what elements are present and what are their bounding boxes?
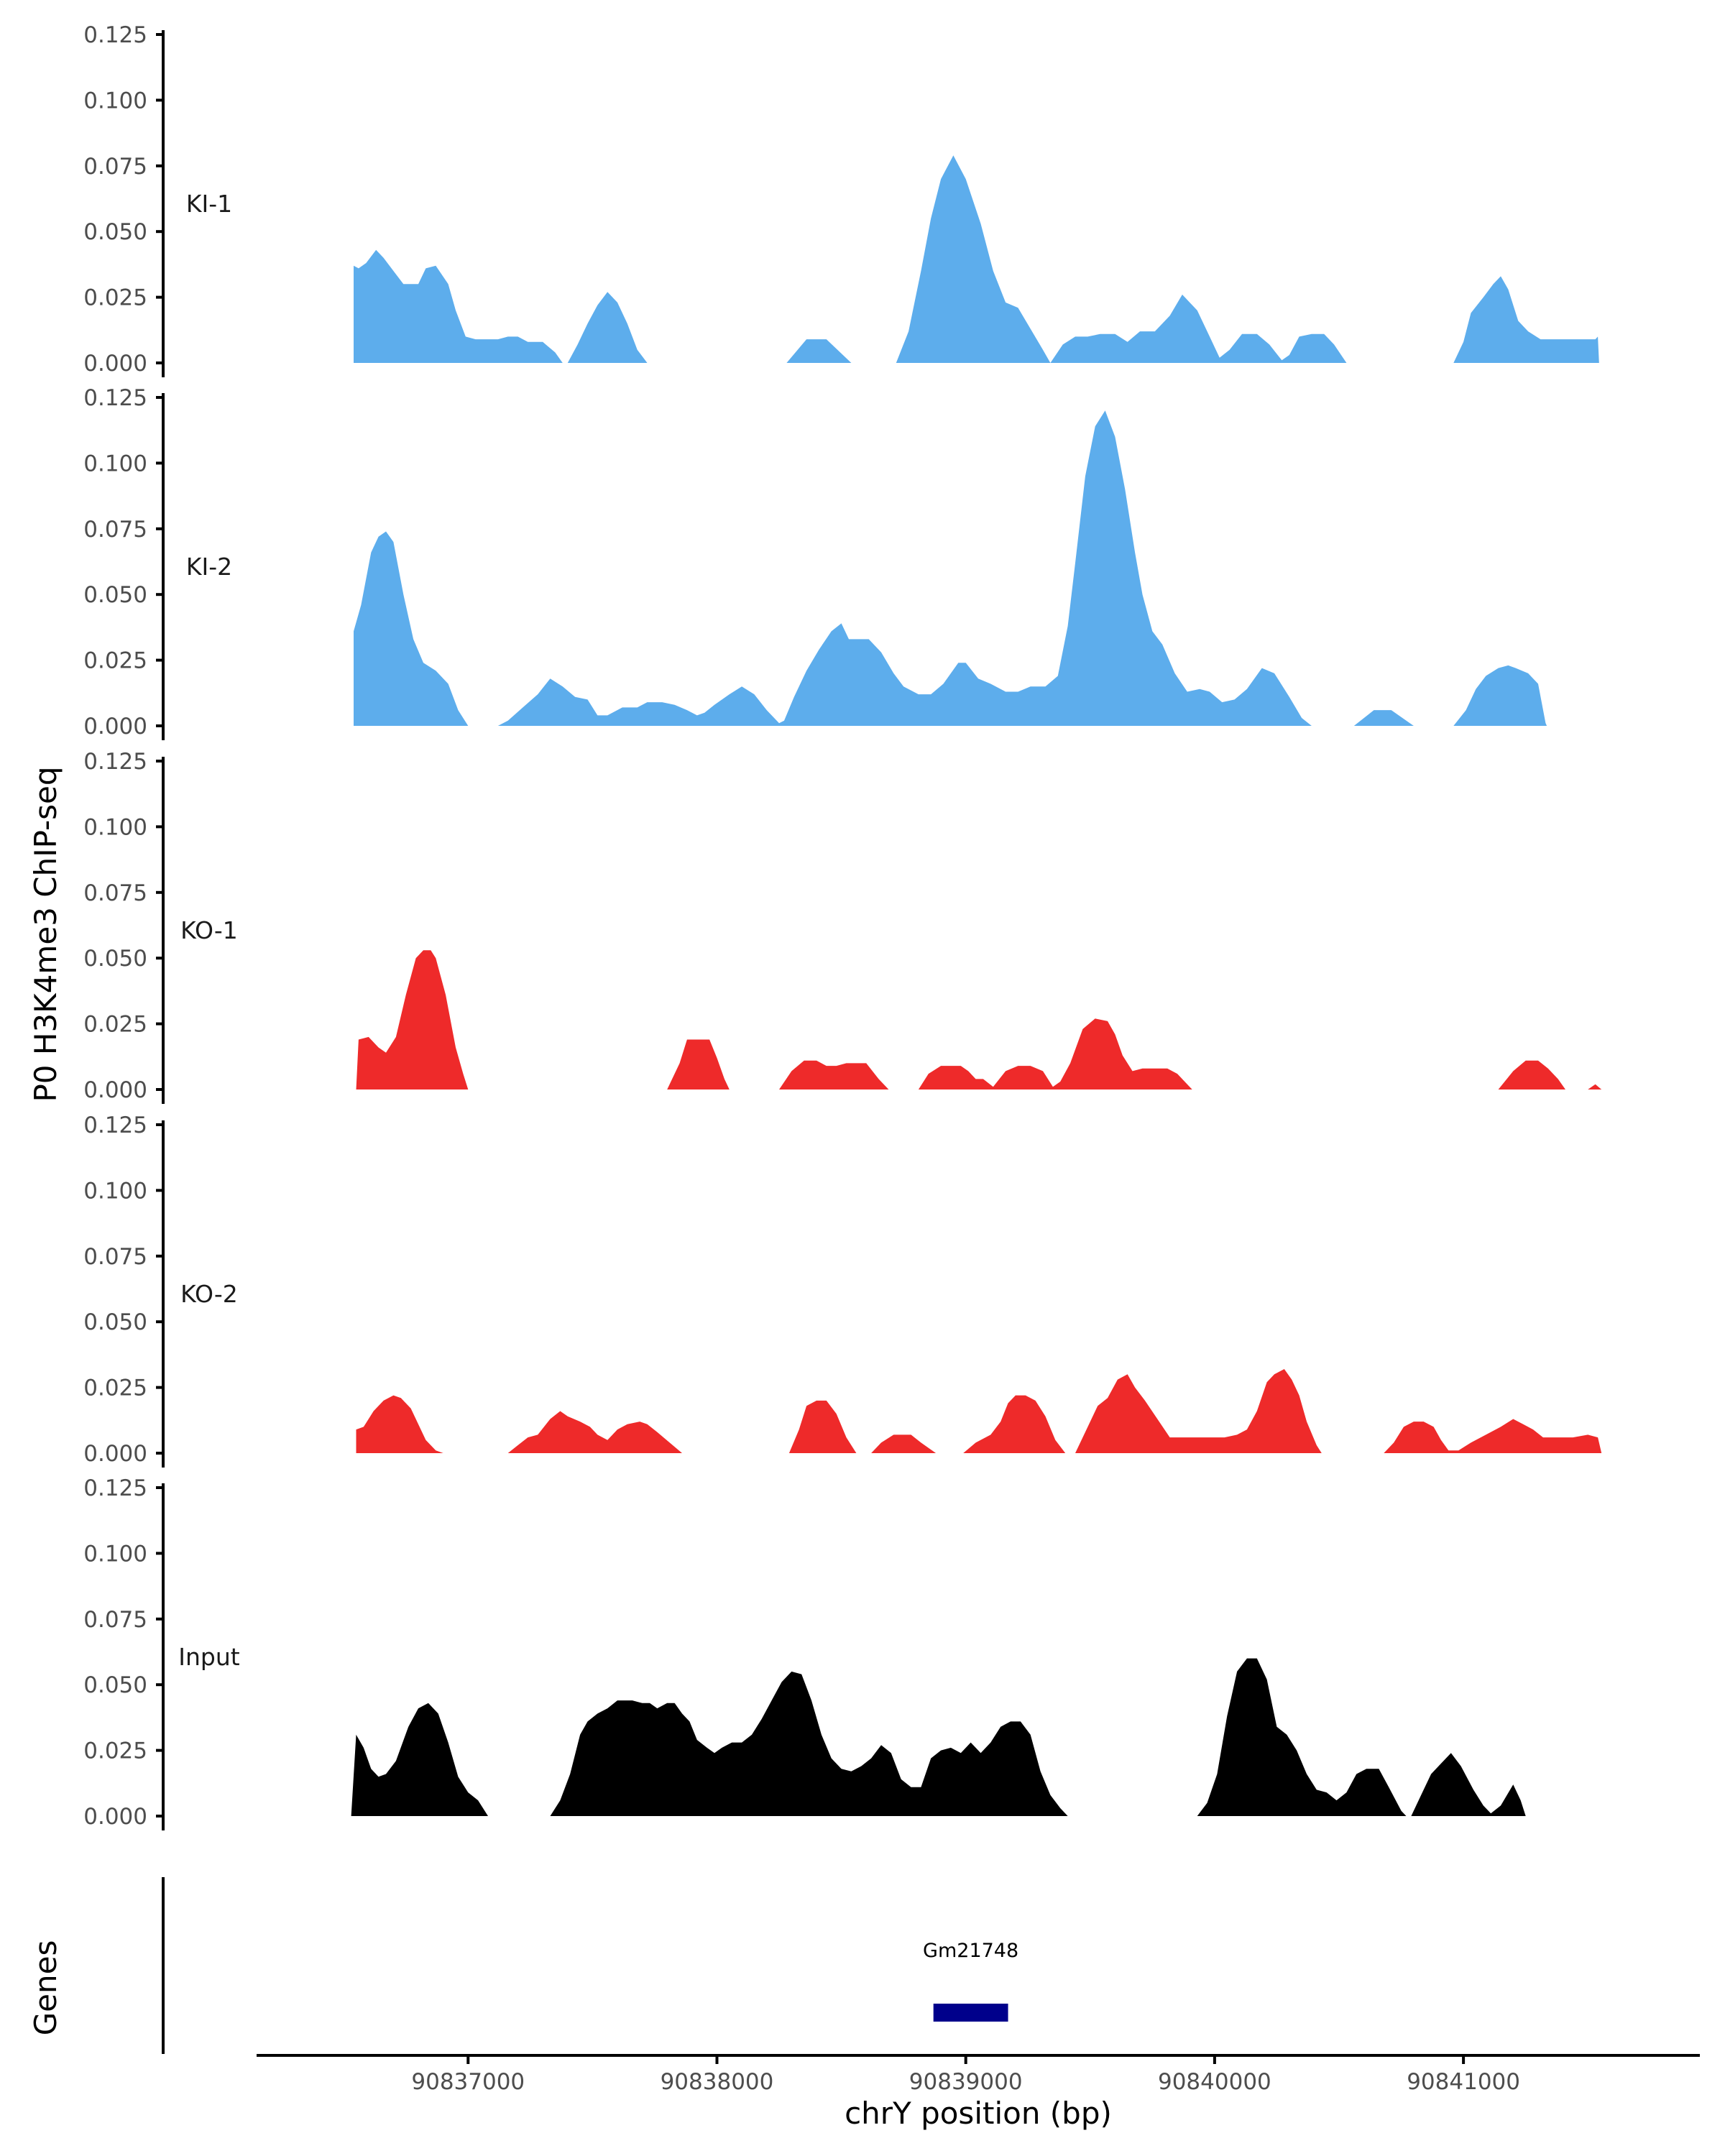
y-tick-label: 0.050 — [83, 1309, 147, 1335]
track-panels: 0.0000.0250.0500.0750.1000.125KI-10.0000… — [83, 22, 1602, 1830]
track-ko-2: 0.000 0.025 0.050 0.075 0.100 0.125 KO-2 — [83, 1112, 1602, 1468]
y-tick-label: 0.075 — [83, 517, 147, 543]
track-ko-1: 0.000 0.025 0.050 0.075 0.100 0.125 KO-1 — [83, 749, 1602, 1104]
gene-bar — [933, 2004, 1008, 2022]
track-label: Input — [178, 1643, 240, 1671]
track-label: KI-1 — [186, 190, 232, 218]
coverage-area-ko-1 — [1588, 1084, 1602, 1089]
y-tick-label: 0.125 — [83, 1475, 147, 1501]
y-tick-label: 0.050 — [83, 1672, 147, 1698]
y-tick-label: 0.100 — [83, 1178, 147, 1204]
coverage-area-ko-1 — [356, 950, 469, 1089]
y-axis-title: P0 H3K4me3 ChIP-seq — [28, 766, 63, 1102]
y-tick-label: 0.025 — [83, 648, 147, 674]
track-input: 0.000 0.025 0.050 0.075 0.100 0.125 Input — [83, 1475, 1526, 1830]
y-tick-label: 0.125 — [83, 385, 147, 411]
coverage-area-ki-1 — [896, 155, 1347, 363]
coverage-area-ko-2 — [788, 1400, 857, 1453]
coverage-area-ko-2 — [1384, 1419, 1602, 1453]
coverage-area-input — [351, 1703, 488, 1816]
coverage-area-ko-2 — [356, 1395, 443, 1453]
y-tick-label: 0.100 — [83, 88, 147, 114]
x-tick-label: 90840000 — [1158, 2069, 1271, 2095]
x-axis: 90837000 90838000 90839000 90840000 90841000… — [257, 2054, 1700, 2131]
track-ki-1: 0.000 0.025 0.050 0.075 0.100 0.125 KI-1 — [83, 22, 1599, 377]
x-axis-title: chrY position (bp) — [845, 2096, 1112, 2131]
y-tick-label: 0.075 — [83, 154, 147, 180]
y-tick-label: 0.050 — [83, 219, 147, 245]
track-ki-2: 0.000 0.025 0.050 0.075 0.100 0.125 KI-2 — [83, 385, 1547, 740]
coverage-area-ki-1 — [354, 249, 648, 363]
coverage-area-ko-2 — [871, 1434, 937, 1453]
coverage-area-ko-2 — [963, 1395, 1066, 1453]
y-tick-label: 0.100 — [83, 1541, 147, 1567]
track-label: KI-2 — [186, 553, 232, 581]
y-tick-label: 0.025 — [83, 285, 147, 311]
y-tick-label: 0.100 — [83, 814, 147, 840]
y-tick-label: 0.000 — [83, 1804, 147, 1830]
gene-name: Gm21748 — [923, 1940, 1018, 1962]
coverage-area-input — [550, 1671, 1068, 1816]
x-tick-label: 90837000 — [411, 2069, 525, 2095]
y-tick-label: 0.025 — [83, 1012, 147, 1038]
y-tick-label: 0.000 — [83, 1441, 147, 1467]
track-label: KO-1 — [180, 916, 238, 944]
coverage-area-ki-1 — [1453, 276, 1599, 363]
gene-features: Gm21748 — [923, 1940, 1018, 2022]
coverage-area-ko-1 — [918, 1018, 1192, 1089]
coverage-area-ko-2 — [1075, 1369, 1322, 1453]
y-tick-label: 0.100 — [83, 451, 147, 476]
y-tick-label: 0.125 — [83, 22, 147, 48]
y-tick-label: 0.075 — [83, 880, 147, 906]
coverage-area-ko-1 — [779, 1060, 889, 1089]
y-tick-label: 0.025 — [83, 1738, 147, 1764]
coverage-area-ki-2 — [354, 531, 469, 726]
y-tick-label: 0.125 — [83, 749, 147, 775]
y-tick-label: 0.000 — [83, 351, 147, 377]
y-tick-label: 0.000 — [83, 714, 147, 740]
coverage-area-ki-2 — [1453, 665, 1547, 726]
track-label: KO-2 — [180, 1280, 238, 1308]
coverage-area-input — [1197, 1658, 1407, 1816]
y-tick-label: 0.075 — [83, 1244, 147, 1270]
x-axis-ticks: 90837000 90838000 90839000 90840000 90841000 — [411, 2055, 1520, 2095]
coverage-area-ko-1 — [667, 1039, 730, 1089]
y-tick-label: 0.125 — [83, 1112, 147, 1138]
x-tick-label: 90838000 — [661, 2069, 774, 2095]
x-tick-label: 90839000 — [909, 2069, 1023, 2095]
coverage-area-ko-2 — [507, 1411, 682, 1453]
y-tick-label: 0.050 — [83, 582, 147, 608]
y-tick-label: 0.025 — [83, 1376, 147, 1401]
coverage-area-ko-1 — [1498, 1060, 1565, 1089]
coverage-area-ki-2 — [497, 410, 1312, 726]
y-tick-label: 0.075 — [83, 1607, 147, 1633]
genes-panel-title: Genes — [28, 1940, 63, 2036]
x-tick-label: 90841000 — [1407, 2069, 1520, 2095]
coverage-area-ki-1 — [786, 339, 852, 363]
y-tick-label: 0.000 — [83, 1077, 147, 1103]
genes-panel: Genes Gm21748 — [28, 1877, 1018, 2054]
y-tick-label: 0.050 — [83, 946, 147, 972]
coverage-area-input — [1411, 1753, 1526, 1816]
coverage-area-ki-2 — [1353, 710, 1414, 726]
